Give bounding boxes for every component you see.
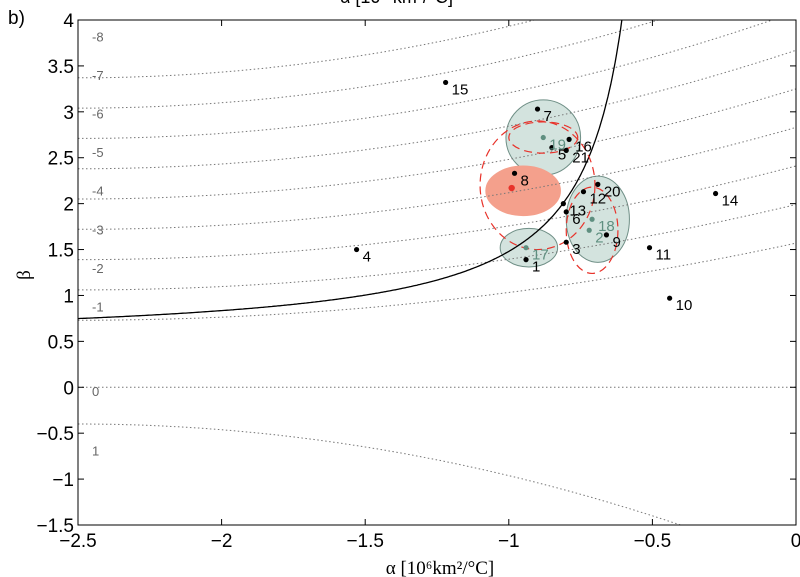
data-point-10 [667, 295, 673, 301]
data-point-4 [353, 246, 360, 253]
contour-label--8: -8 [92, 29, 104, 44]
data-point-1 [523, 257, 529, 263]
contour-line--8 [78, 20, 660, 109]
point-label-2: 2 [595, 229, 603, 246]
dashed-ellipse-layer [479, 120, 619, 275]
plot-frame [77, 19, 797, 526]
data-point-16 [566, 136, 572, 142]
point-label-10: 10 [676, 297, 693, 314]
top-axis-title: α [10⁶ km²/°C] [340, 0, 453, 8]
data-point-8 [511, 170, 518, 176]
point-label-19: 19 [549, 137, 566, 154]
data-point-6 [563, 209, 569, 215]
y-tick-label: 2 [63, 195, 74, 216]
x-tick-label: −2.5 [59, 531, 97, 552]
y-tick-label: 2.5 [48, 149, 74, 170]
data-point-12 [580, 189, 587, 195]
contour-label--2: -2 [92, 261, 104, 276]
contour-line--2 [78, 204, 796, 291]
contour-label--3: -3 [92, 222, 104, 237]
point-label-1: 1 [532, 259, 540, 276]
point-label-17: 17 [532, 247, 549, 264]
point-label-12: 12 [589, 191, 606, 208]
boundary-curve [78, 20, 623, 320]
point-label-15: 15 [452, 81, 469, 98]
contour-line--6 [78, 49, 796, 170]
point-label-9: 9 [612, 234, 620, 251]
contour-line--3 [78, 165, 796, 261]
point-label-13: 13 [569, 203, 586, 220]
data-point-17 [523, 245, 529, 251]
x-axis-title: α [10⁶km²/°C] [386, 558, 495, 577]
dashed-ellipse-2 [565, 186, 619, 275]
point-label-5: 5 [558, 147, 566, 164]
point-label-6: 6 [572, 211, 580, 228]
contour-label--1: -1 [92, 299, 104, 314]
data-point-2 [586, 227, 592, 233]
y-tick-label: 3.5 [48, 57, 74, 78]
y-tick-label: 1.5 [48, 241, 74, 262]
data-point-19 [540, 134, 546, 141]
data-point-18 [589, 216, 595, 222]
data-point-7 [534, 106, 541, 112]
contour-line--9 [78, 20, 537, 79]
shaded-ellipse-2 [499, 227, 559, 268]
x-tick-label: −2 [211, 531, 233, 552]
data-point-21 [563, 147, 569, 153]
data-point-14 [712, 190, 719, 197]
contour-line--7 [78, 20, 774, 139]
point-label-7: 7 [544, 108, 552, 125]
contour-label--6: -6 [92, 107, 104, 122]
contour-line-1 [78, 423, 683, 525]
boundary-curve-layer [78, 20, 623, 320]
contour-line--5 [78, 88, 796, 200]
axes-layer: −2.5 −2 −1.5 −1 −0.5 0 −1.5 −1 −0.5 0 0.5 1 1.5 2 2.5 3… [36, 11, 800, 552]
point-label-20: 20 [604, 183, 621, 200]
contour-label--5: -5 [92, 145, 104, 160]
point-label-18: 18 [598, 218, 615, 235]
y-tick-label: −0.5 [36, 424, 74, 445]
contour-label--7: -7 [92, 68, 104, 83]
data-point-3 [563, 239, 569, 245]
y-tick-label: 4 [63, 11, 74, 32]
y-tick-label: −1 [52, 470, 74, 491]
point-label-4: 4 [363, 249, 371, 266]
point-label-3: 3 [572, 241, 580, 258]
dashed-ellipse-1 [479, 120, 596, 251]
x-tick-label: −1 [498, 531, 520, 552]
data-point-mean [508, 184, 515, 192]
point-label-14: 14 [722, 193, 739, 210]
data-point-5 [549, 145, 555, 151]
data-point-20 [595, 181, 601, 187]
contour-layer: -9 -8 -7 -6 -5 -4 -3 -2 -1 0 1 [78, 0, 796, 525]
contour-label--9: -9 [92, 0, 104, 6]
data-point-11 [646, 245, 653, 251]
panel-label: b) [8, 8, 25, 29]
point-label-16: 16 [575, 138, 592, 155]
point-label-8: 8 [521, 172, 529, 189]
point-label-11: 11 [656, 247, 672, 264]
contour-line--4 [78, 126, 796, 230]
y-axis-title: β [14, 270, 35, 280]
data-point-9 [603, 232, 610, 238]
y-tick-label: 0 [63, 378, 74, 399]
y-tick-label: 3 [63, 103, 74, 124]
shaded-ellipse-3 [565, 175, 630, 263]
x-tick-label: 0 [791, 531, 800, 552]
contour-label--4: -4 [92, 184, 104, 199]
contour-label-0: 0 [92, 384, 99, 399]
y-tick-label: 0.5 [48, 332, 74, 353]
y-tick-label: 1 [63, 286, 74, 307]
shaded-ellipse-1 [485, 165, 561, 217]
contour-label-1: 1 [92, 444, 99, 459]
x-tick-label: −0.5 [634, 531, 672, 552]
point-label-21: 21 [572, 149, 589, 166]
y-tick-label: −1.5 [36, 516, 74, 537]
data-point-15 [443, 79, 449, 86]
data-point-13 [560, 201, 566, 207]
x-tick-label: −1.5 [346, 531, 384, 552]
